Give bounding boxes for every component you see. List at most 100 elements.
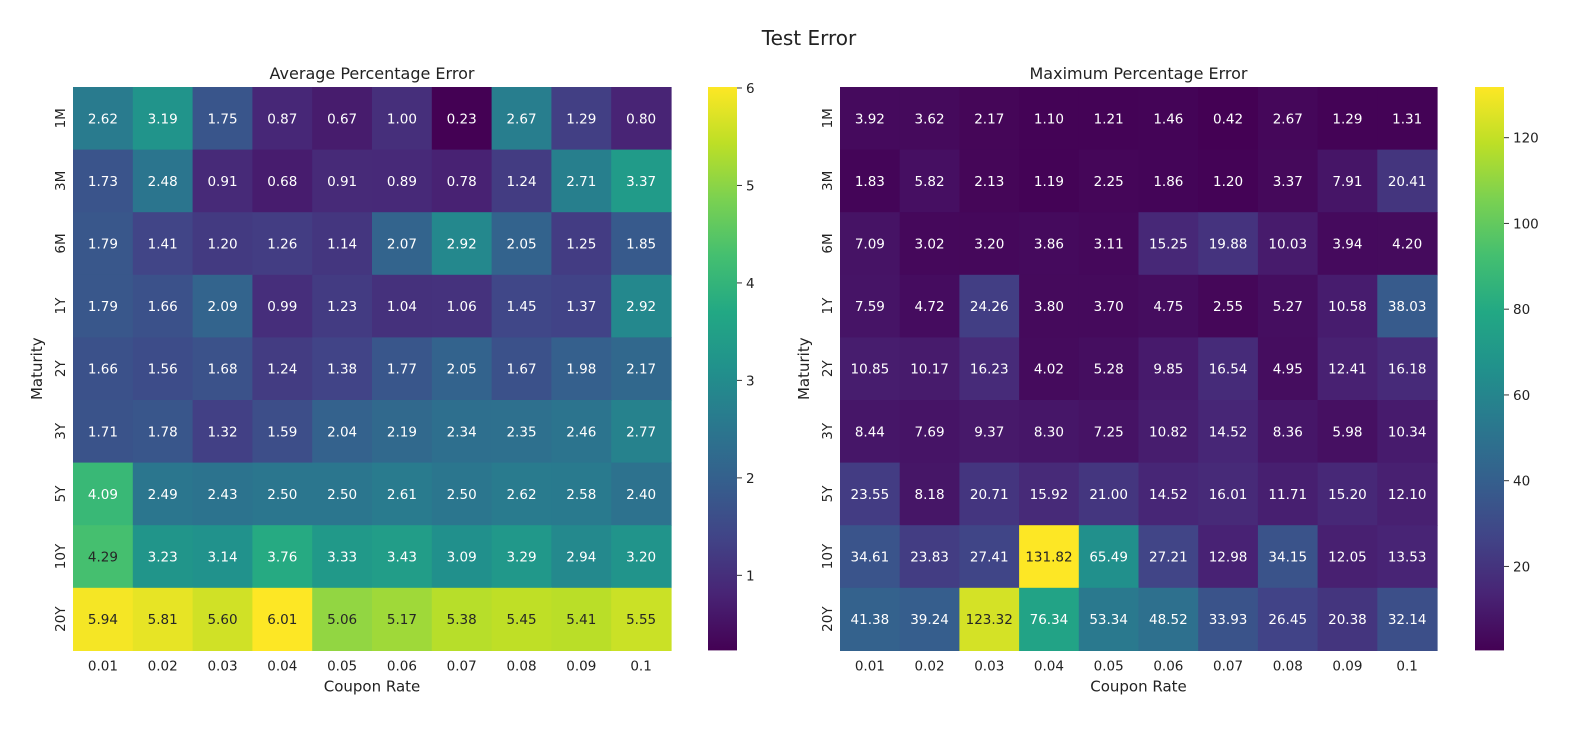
heatmap-cell: [1377, 400, 1438, 464]
heatmap-cell: [1257, 149, 1319, 213]
heatmap-cell: [192, 274, 253, 338]
heatmap-cell: [1198, 87, 1259, 151]
y-tick-label: 6M: [53, 233, 69, 253]
cell-value-label: 11.71: [1268, 487, 1307, 503]
cell-value-label: 5.98: [1332, 424, 1362, 440]
x-axis-label: Coupon Rate: [324, 677, 421, 695]
heatmap-cell: [1078, 525, 1140, 589]
panel-title: Average Percentage Error: [270, 64, 475, 83]
cell-value-label: 20.38: [1328, 612, 1367, 628]
cell-value-label: 76.34: [1030, 612, 1069, 628]
heatmap-panel-2: Maximum Percentage Error 3.92 3.62 2.17 1.10…: [795, 64, 1539, 695]
cell-value-label: 5.45: [506, 612, 536, 628]
cell-value-label: 27.41: [970, 550, 1009, 566]
cell-value-label: 16.18: [1388, 362, 1427, 378]
colorbar-tick-label: 80: [1513, 302, 1530, 318]
cell-value-label: 5.82: [915, 174, 945, 190]
heatmap-cell: [252, 274, 313, 338]
cell-value-label: 6.01: [267, 612, 297, 628]
cell-value-label: 10.85: [851, 362, 890, 378]
panel-title: Maximum Percentage Error: [1029, 64, 1247, 83]
cell-value-label: 2.46: [566, 424, 596, 440]
cell-value-label: 4.09: [88, 487, 118, 503]
cell-value-label: 15.92: [1030, 487, 1069, 503]
cell-value-label: 2.05: [506, 237, 536, 253]
heatmap-cell: [840, 212, 901, 276]
colorbar: [1475, 87, 1504, 651]
heatmap-cell: [491, 462, 552, 526]
heatmap-cell: [372, 587, 433, 651]
y-axis-label: Maturity: [28, 337, 46, 400]
colorbar-tick-label: 2: [746, 471, 755, 487]
heatmap-cell: [73, 337, 134, 401]
cell-value-label: 1.24: [267, 362, 297, 378]
heatmap-cell: [73, 525, 134, 589]
heatmap-cell: [73, 462, 134, 526]
cell-value-label: 2.35: [506, 424, 536, 440]
cell-value-label: 1.66: [88, 362, 118, 378]
cell-value-label: 26.45: [1268, 612, 1307, 628]
cell-value-label: 4.72: [915, 299, 945, 315]
heatmap-cell: [1078, 212, 1140, 276]
heatmap-cell: [1138, 87, 1199, 151]
cell-value-label: 0.91: [327, 174, 357, 190]
cell-value-label: 16.01: [1209, 487, 1248, 503]
cell-value-label: 0.80: [626, 111, 656, 127]
cell-value-label: 2.67: [506, 111, 536, 127]
cell-value-label: 1.19: [1034, 174, 1064, 190]
cell-value-label: 3.94: [1332, 237, 1362, 253]
cell-value-label: 1.45: [506, 299, 536, 315]
cell-value-label: 1.41: [148, 237, 178, 253]
x-tick-label: 0.07: [1213, 658, 1243, 674]
colorbar-tick-label: 120: [1513, 131, 1539, 147]
colorbar-tick-label: 3: [746, 373, 755, 389]
heatmap-cell: [611, 462, 672, 526]
cell-value-label: 3.37: [626, 174, 656, 190]
y-tick-label: 5Y: [53, 485, 69, 503]
heatmap-cell: [252, 87, 313, 151]
heatmap-cell: [1078, 587, 1140, 651]
heatmap-cell: [840, 462, 901, 526]
cell-value-label: 13.53: [1388, 550, 1427, 566]
cell-value-label: 0.42: [1213, 111, 1243, 127]
cell-value-label: 65.49: [1089, 550, 1128, 566]
heatmap-cell: [431, 525, 493, 589]
heatmap-cell: [959, 274, 1020, 338]
cell-value-label: 2.55: [1213, 299, 1243, 315]
y-tick-label: 10Y: [53, 543, 69, 569]
cell-value-label: 5.06: [327, 612, 357, 628]
figure-title: Test Error: [761, 26, 857, 50]
heatmap-cell: [312, 212, 373, 276]
cell-value-label: 5.41: [566, 612, 596, 628]
cell-value-label: 1.23: [327, 299, 357, 315]
heatmap-cell: [372, 525, 433, 589]
x-tick-label: 0.1: [1396, 658, 1417, 674]
heatmap-cell: [899, 87, 960, 151]
heatmap-cell: [1377, 525, 1438, 589]
cell-value-label: 1.79: [88, 237, 118, 253]
heatmap-cell: [192, 337, 253, 401]
heatmap-cell: [312, 525, 373, 589]
heatmap-cell: [132, 337, 194, 401]
x-tick-label: 0.09: [1332, 658, 1362, 674]
cell-value-label: 1.85: [626, 237, 656, 253]
heatmap-cell: [840, 400, 901, 464]
heatmap-cell: [959, 587, 1020, 651]
heatmap-cell: [899, 212, 960, 276]
cell-value-label: 8.18: [915, 487, 945, 503]
heatmap-cell: [73, 274, 134, 338]
cell-value-label: 1.46: [1153, 111, 1183, 127]
heatmap-cell: [312, 337, 373, 401]
cell-value-label: 2.34: [447, 424, 477, 440]
heatmap-cell: [1078, 149, 1140, 213]
cell-value-label: 2.43: [207, 487, 237, 503]
y-tick-label: 1M: [820, 108, 836, 128]
cell-value-label: 2.09: [207, 299, 237, 315]
y-tick-label: 1Y: [820, 297, 836, 315]
heatmap-cell: [1257, 587, 1319, 651]
heatmap-cell: [132, 212, 194, 276]
heatmap-cell: [252, 149, 313, 213]
cell-value-label: 1.26: [267, 237, 297, 253]
cell-value-label: 32.14: [1388, 612, 1427, 628]
heatmap-cell: [899, 274, 960, 338]
